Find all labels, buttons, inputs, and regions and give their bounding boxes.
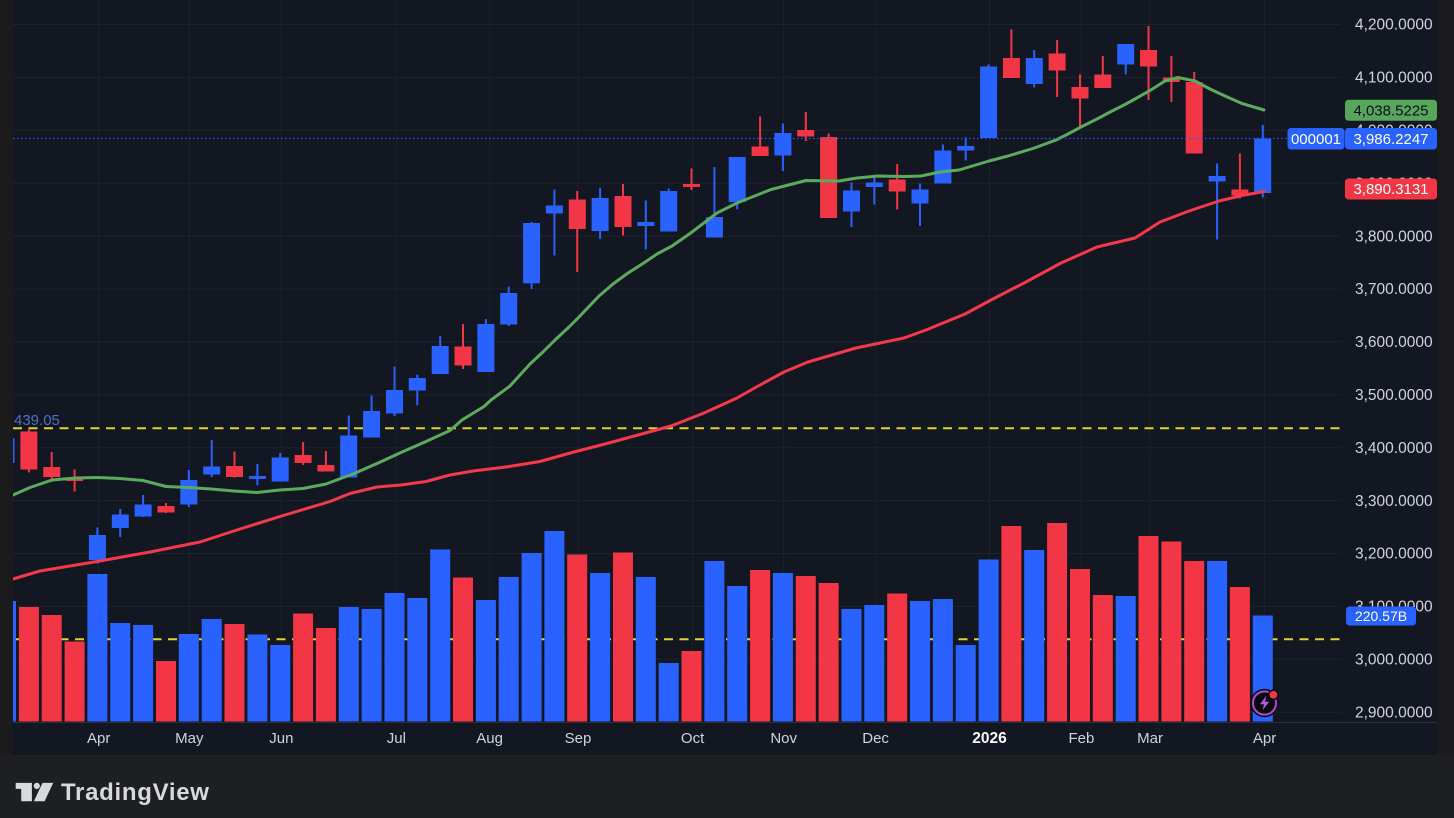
svg-text:Apr: Apr xyxy=(87,730,110,747)
svg-text:220.57B: 220.57B xyxy=(1355,608,1407,624)
svg-text:2026: 2026 xyxy=(972,730,1007,747)
svg-text:439.05: 439.05 xyxy=(14,412,60,429)
svg-text:3,890.3131: 3,890.3131 xyxy=(1353,181,1428,198)
svg-text:Oct: Oct xyxy=(681,730,705,747)
svg-text:3,500.0000: 3,500.0000 xyxy=(1355,387,1433,404)
svg-text:May: May xyxy=(175,730,204,747)
svg-text:4,038.5225: 4,038.5225 xyxy=(1353,103,1428,120)
svg-text:3,986.2247: 3,986.2247 xyxy=(1353,131,1428,148)
svg-text:3,400.0000: 3,400.0000 xyxy=(1355,440,1433,457)
svg-text:3,700.0000: 3,700.0000 xyxy=(1355,281,1433,298)
svg-text:Nov: Nov xyxy=(770,730,797,747)
svg-text:Dec: Dec xyxy=(862,730,889,747)
svg-text:Feb: Feb xyxy=(1068,730,1094,747)
svg-text:000001: 000001 xyxy=(1291,131,1341,148)
svg-text:Sep: Sep xyxy=(565,730,592,747)
svg-text:4,100.0000: 4,100.0000 xyxy=(1355,70,1433,87)
svg-text:3,300.0000: 3,300.0000 xyxy=(1355,493,1433,510)
svg-text:Jul: Jul xyxy=(387,730,406,747)
svg-text:Mar: Mar xyxy=(1137,730,1163,747)
svg-text:Apr: Apr xyxy=(1253,730,1276,747)
svg-text:Jun: Jun xyxy=(269,730,293,747)
svg-text:4,200.0000: 4,200.0000 xyxy=(1355,17,1433,34)
svg-text:3,800.0000: 3,800.0000 xyxy=(1355,228,1433,245)
svg-text:3,000.0000: 3,000.0000 xyxy=(1355,652,1433,669)
svg-text:3,600.0000: 3,600.0000 xyxy=(1355,334,1433,351)
svg-text:TradingView: TradingView xyxy=(61,779,210,806)
svg-text:2,900.0000: 2,900.0000 xyxy=(1355,704,1433,721)
svg-text:Aug: Aug xyxy=(476,730,503,747)
svg-text:3,200.0000: 3,200.0000 xyxy=(1355,546,1433,563)
